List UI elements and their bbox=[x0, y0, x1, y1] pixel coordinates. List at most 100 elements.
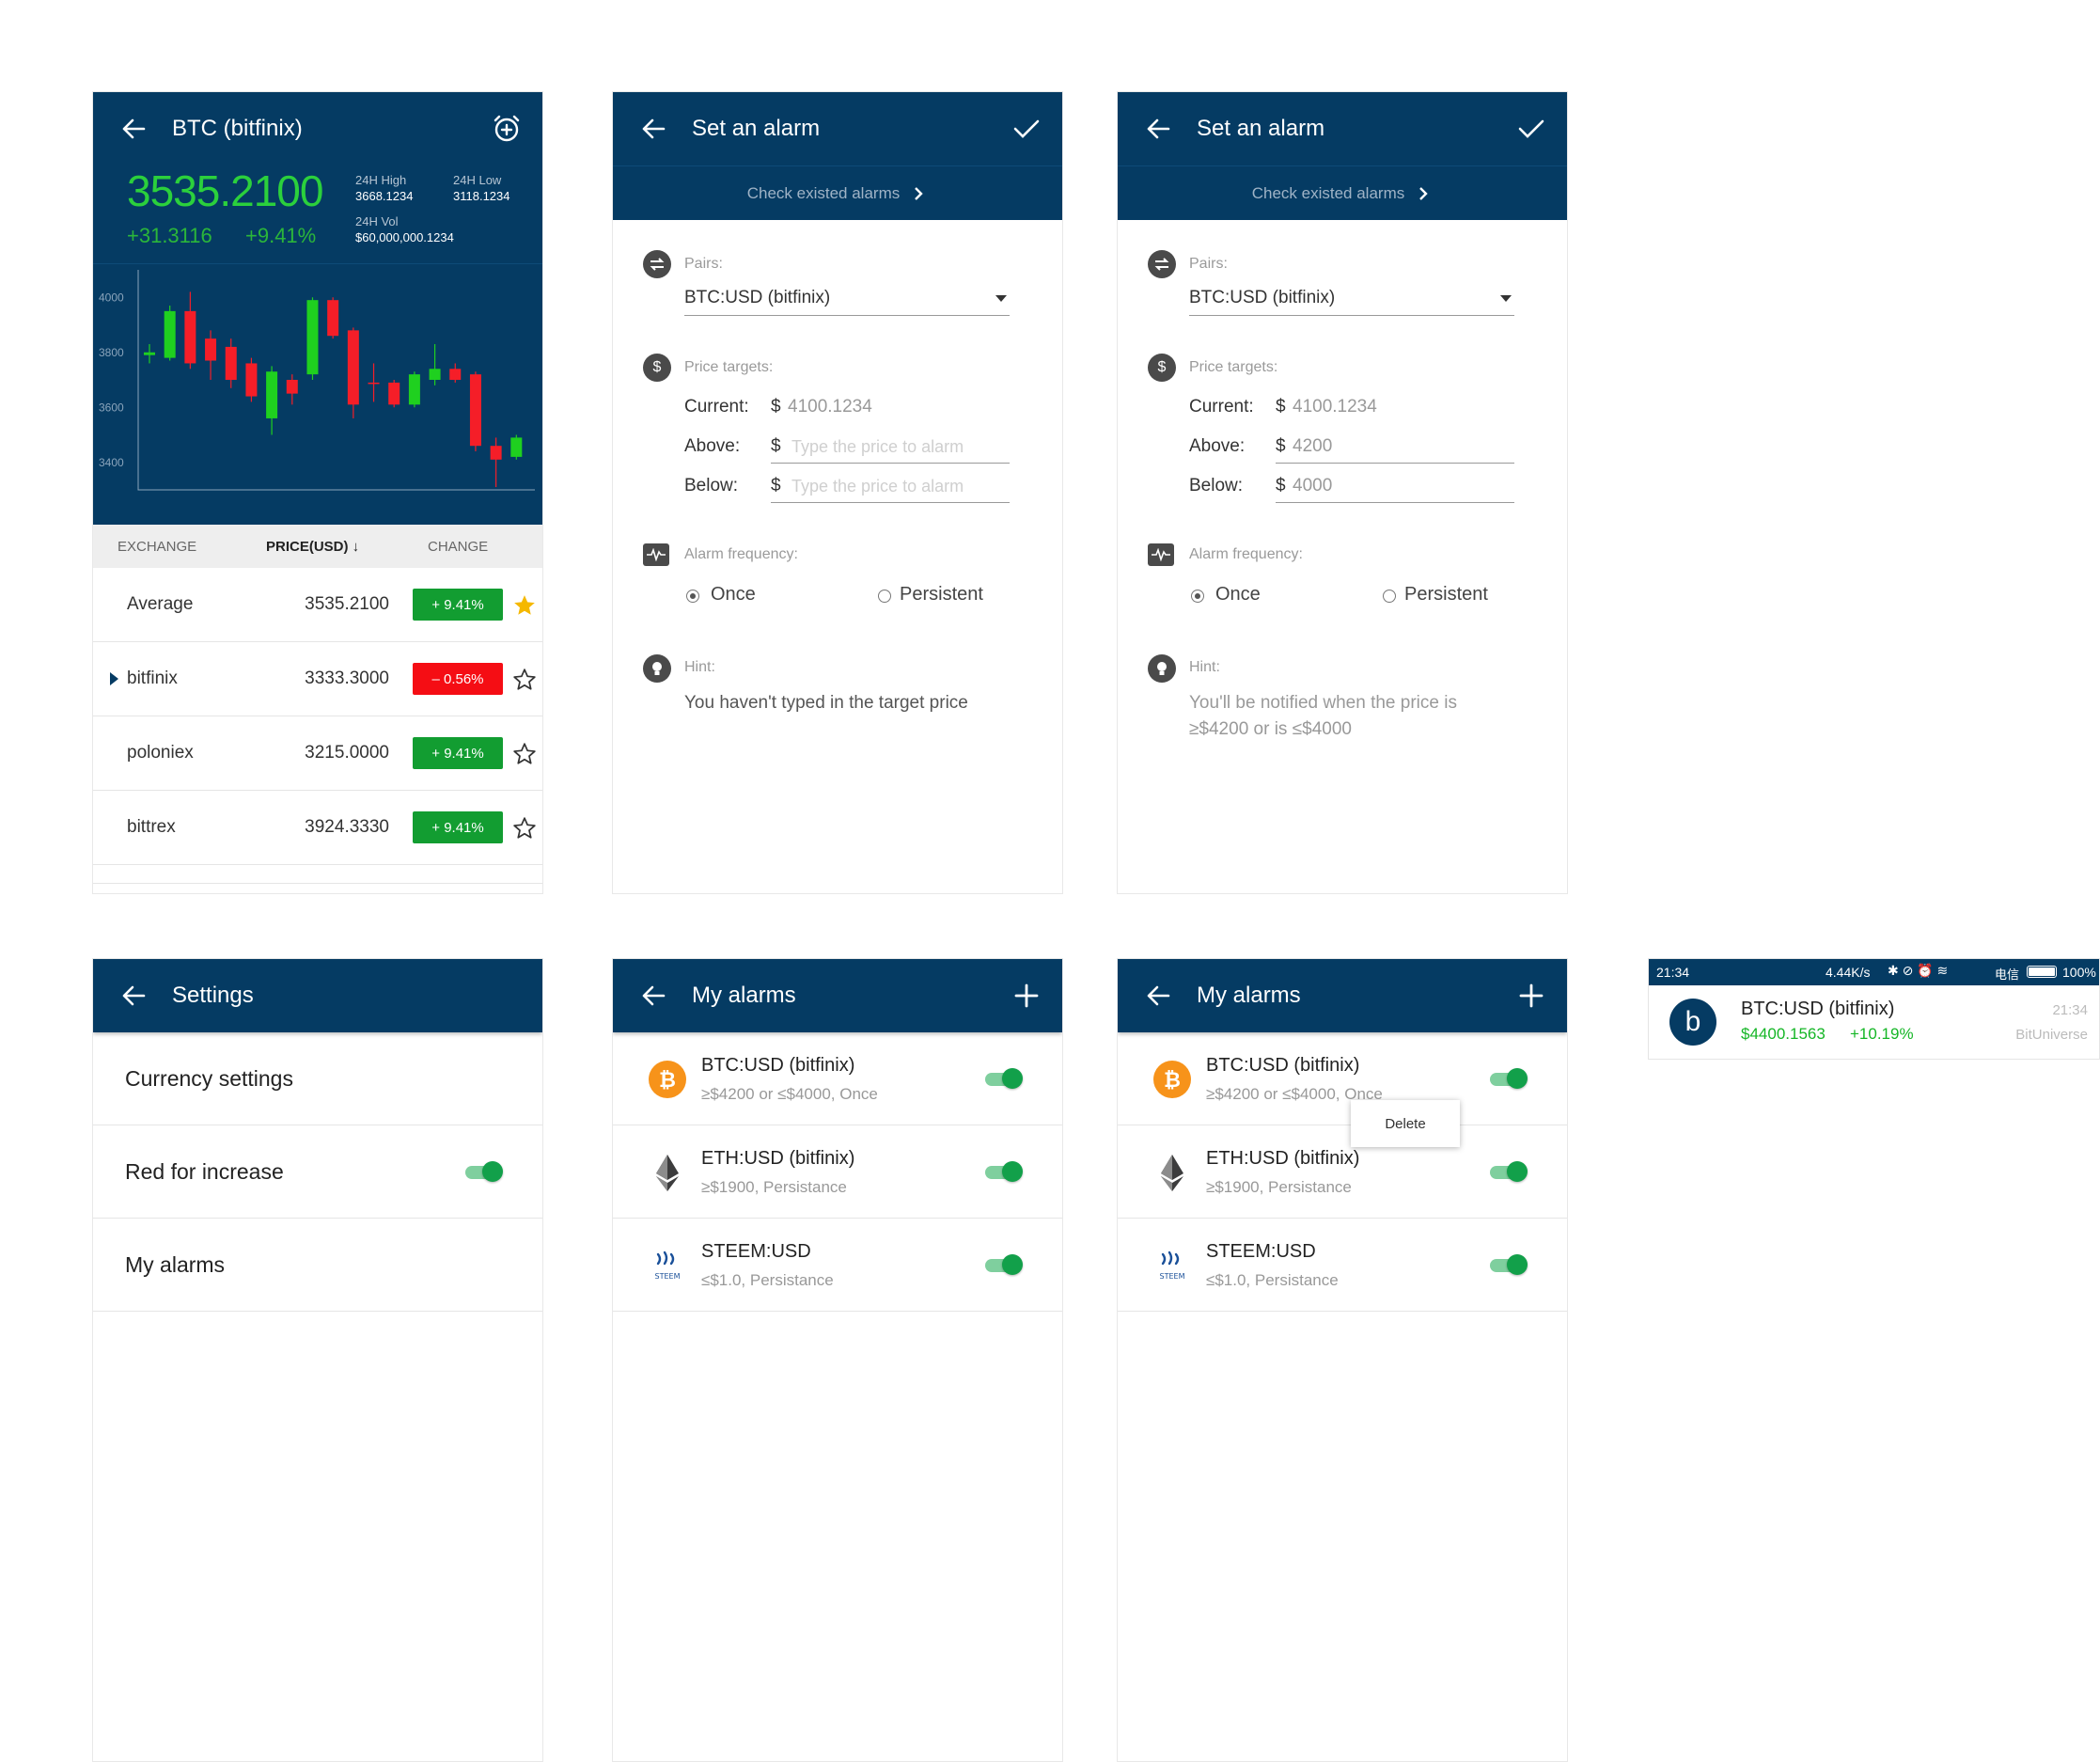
alarm-list-item[interactable]: STEEM STEEM:USD ≤$1.0, Persistance bbox=[1118, 1219, 1567, 1312]
candle-body bbox=[347, 330, 359, 405]
push-notification[interactable]: 21:34 4.44K/s ✱ ⊘ ⏰ ≋ 电信 100% b BTC:USD … bbox=[1648, 958, 2100, 1060]
col-change-header[interactable]: CHANGE bbox=[428, 538, 489, 555]
candlestick-chart[interactable]: 4000 3800 3600 3400 bbox=[93, 263, 542, 525]
exchange-price: 3333.3000 bbox=[305, 669, 389, 688]
hint-label: Hint: bbox=[684, 659, 715, 675]
once-radio[interactable] bbox=[686, 590, 699, 603]
alarms-app-bar: My alarms bbox=[1118, 959, 1567, 1032]
set-alarm-empty-screen: Set an alarm Check existed alarms Pairs:… bbox=[612, 91, 1063, 894]
steem-icon: STEEM bbox=[1152, 1245, 1193, 1286]
alarm-enabled-toggle[interactable] bbox=[1490, 1252, 1528, 1277]
above-input-underline bbox=[1276, 463, 1514, 464]
pair-select-value[interactable]: BTC:USD (bitfinix) bbox=[1189, 288, 1336, 307]
persistent-radio[interactable] bbox=[878, 590, 891, 603]
back-arrow-icon[interactable] bbox=[1146, 115, 1174, 143]
below-input[interactable]: Type the price to alarm bbox=[791, 477, 964, 496]
once-radio-label[interactable]: Once bbox=[1215, 584, 1261, 605]
set-alarm-filled-screen: Set an alarm Check existed alarms Pairs:… bbox=[1117, 91, 1568, 894]
low-value: 3118.1234 bbox=[453, 189, 510, 203]
change-percent: +9.41% bbox=[245, 224, 317, 247]
battery-icon bbox=[2027, 966, 2057, 978]
back-arrow-icon[interactable] bbox=[121, 982, 149, 1010]
alarm-enabled-toggle[interactable] bbox=[985, 1066, 1023, 1091]
alarm-list-item[interactable]: ETH:USD (bitfinix) ≥$1900, Persistance bbox=[613, 1125, 1062, 1219]
back-arrow-icon[interactable] bbox=[641, 115, 669, 143]
dollar-icon: $ bbox=[1148, 354, 1176, 382]
table-row[interactable]: bitfinix 3333.3000 – 0.56% bbox=[93, 642, 542, 716]
dropdown-caret-icon[interactable] bbox=[995, 295, 1007, 303]
star-filled-icon[interactable] bbox=[512, 593, 537, 618]
below-input[interactable]: 4000 bbox=[1293, 476, 1333, 496]
lightbulb-icon bbox=[643, 654, 671, 683]
add-plus-icon[interactable] bbox=[1514, 979, 1548, 1013]
back-arrow-icon[interactable] bbox=[641, 982, 669, 1010]
above-input[interactable]: 4200 bbox=[1293, 436, 1333, 456]
dropdown-caret-icon[interactable] bbox=[1500, 295, 1512, 303]
check-existed-alarms-link[interactable]: Check existed alarms bbox=[613, 165, 1062, 220]
current-label: Current: bbox=[684, 397, 749, 417]
current-currency: $ bbox=[1276, 397, 1286, 417]
candle-body bbox=[225, 346, 237, 380]
settings-item-my-alarms[interactable]: My alarms bbox=[93, 1219, 542, 1312]
confirm-check-icon[interactable] bbox=[1514, 112, 1548, 146]
star-outline-icon[interactable] bbox=[512, 668, 537, 692]
svg-text:₿: ₿ bbox=[1164, 1069, 1181, 1093]
my-alarms-delete-screen: My alarms ₿ BTC:USD (bitfinix) ≥$4200 or ≤… bbox=[1117, 958, 1568, 1762]
candle-body bbox=[368, 382, 380, 385]
add-plus-icon[interactable] bbox=[1010, 979, 1043, 1013]
check-existed-alarms-link[interactable]: Check existed alarms bbox=[1118, 165, 1567, 220]
pairs-label: Pairs: bbox=[684, 256, 723, 272]
settings-item-currency[interactable]: Currency settings bbox=[93, 1032, 542, 1125]
once-radio-label[interactable]: Once bbox=[711, 584, 756, 605]
candle-body bbox=[245, 363, 258, 397]
alarm-enabled-toggle[interactable] bbox=[985, 1252, 1023, 1277]
y-tick-label: 3400 bbox=[99, 456, 124, 469]
col-price-header[interactable]: PRICE(USD) ↓ bbox=[266, 538, 360, 555]
above-input[interactable]: Type the price to alarm bbox=[791, 437, 964, 456]
price-targets-label: Price targets: bbox=[684, 359, 774, 375]
table-row[interactable]: Average 3535.2100 + 9.41% bbox=[93, 568, 542, 642]
red-for-increase-toggle[interactable] bbox=[465, 1159, 503, 1184]
persistent-radio[interactable] bbox=[1383, 590, 1396, 603]
delete-label: Delete bbox=[1385, 1115, 1426, 1132]
alarm-pair: STEEM:USD bbox=[701, 1241, 811, 1262]
alarm-list-item[interactable]: ETH:USD (bitfinix) ≥$1900, Persistance bbox=[1118, 1125, 1567, 1219]
star-outline-icon[interactable] bbox=[512, 742, 537, 766]
delete-menu-item[interactable]: Delete bbox=[1351, 1100, 1460, 1147]
alarm-enabled-toggle[interactable] bbox=[1490, 1066, 1528, 1091]
settings-item-red-for-increase[interactable]: Red for increase bbox=[93, 1125, 542, 1219]
once-radio[interactable] bbox=[1191, 590, 1204, 603]
col-exchange-header[interactable]: EXCHANGE bbox=[118, 538, 197, 555]
chevron-right-icon bbox=[1419, 186, 1428, 200]
table-row[interactable]: bittrex 3924.3330 + 9.41% bbox=[93, 791, 542, 865]
swap-pairs-icon bbox=[1148, 250, 1176, 278]
add-alarm-clock-icon[interactable] bbox=[490, 112, 524, 146]
my-alarms-screen: My alarms ₿ BTC:USD (bitfinix) ≥$4200 or ≤… bbox=[612, 958, 1063, 1762]
below-currency: $ bbox=[771, 476, 781, 496]
frequency-label: Alarm frequency: bbox=[1189, 546, 1303, 562]
above-label: Above: bbox=[1189, 436, 1246, 456]
confirm-check-icon[interactable] bbox=[1010, 112, 1043, 146]
below-currency: $ bbox=[1276, 476, 1286, 496]
price-ticker: 3535.2100 +31.3116 +9.41% 24H High 3668.… bbox=[93, 165, 542, 263]
persistent-radio-label[interactable]: Persistent bbox=[900, 584, 983, 605]
back-arrow-icon[interactable] bbox=[121, 115, 149, 143]
table-row[interactable]: poloniex 3215.0000 + 9.41% bbox=[93, 716, 542, 791]
exchange-price: 3535.2100 bbox=[305, 594, 389, 614]
star-outline-icon[interactable] bbox=[512, 816, 537, 841]
back-arrow-icon[interactable] bbox=[1146, 982, 1174, 1010]
y-tick-label: 4000 bbox=[99, 291, 124, 304]
alarm-list-item[interactable]: ₿ BTC:USD (bitfinix) ≥$4200 or ≤$4000, Onc… bbox=[1118, 1032, 1567, 1125]
lightbulb-icon bbox=[1148, 654, 1176, 683]
notification-app-name: BitUniverse bbox=[2015, 1027, 2088, 1043]
alarm-enabled-toggle[interactable] bbox=[985, 1159, 1023, 1184]
alarm-list-item[interactable]: ₿ BTC:USD (bitfinix) ≥$4200 or ≤$4000, Onc… bbox=[613, 1032, 1062, 1125]
notification-price: $4400.1563 bbox=[1741, 1025, 1826, 1043]
alarm-enabled-toggle[interactable] bbox=[1490, 1159, 1528, 1184]
alarms-app-bar: My alarms bbox=[613, 959, 1062, 1032]
table-footer-row bbox=[93, 865, 542, 884]
page-title: Set an alarm bbox=[1197, 116, 1325, 141]
pair-select-value[interactable]: BTC:USD (bitfinix) bbox=[684, 288, 831, 307]
persistent-radio-label[interactable]: Persistent bbox=[1404, 584, 1488, 605]
alarm-list-item[interactable]: STEEM STEEM:USD ≤$1.0, Persistance bbox=[613, 1219, 1062, 1312]
